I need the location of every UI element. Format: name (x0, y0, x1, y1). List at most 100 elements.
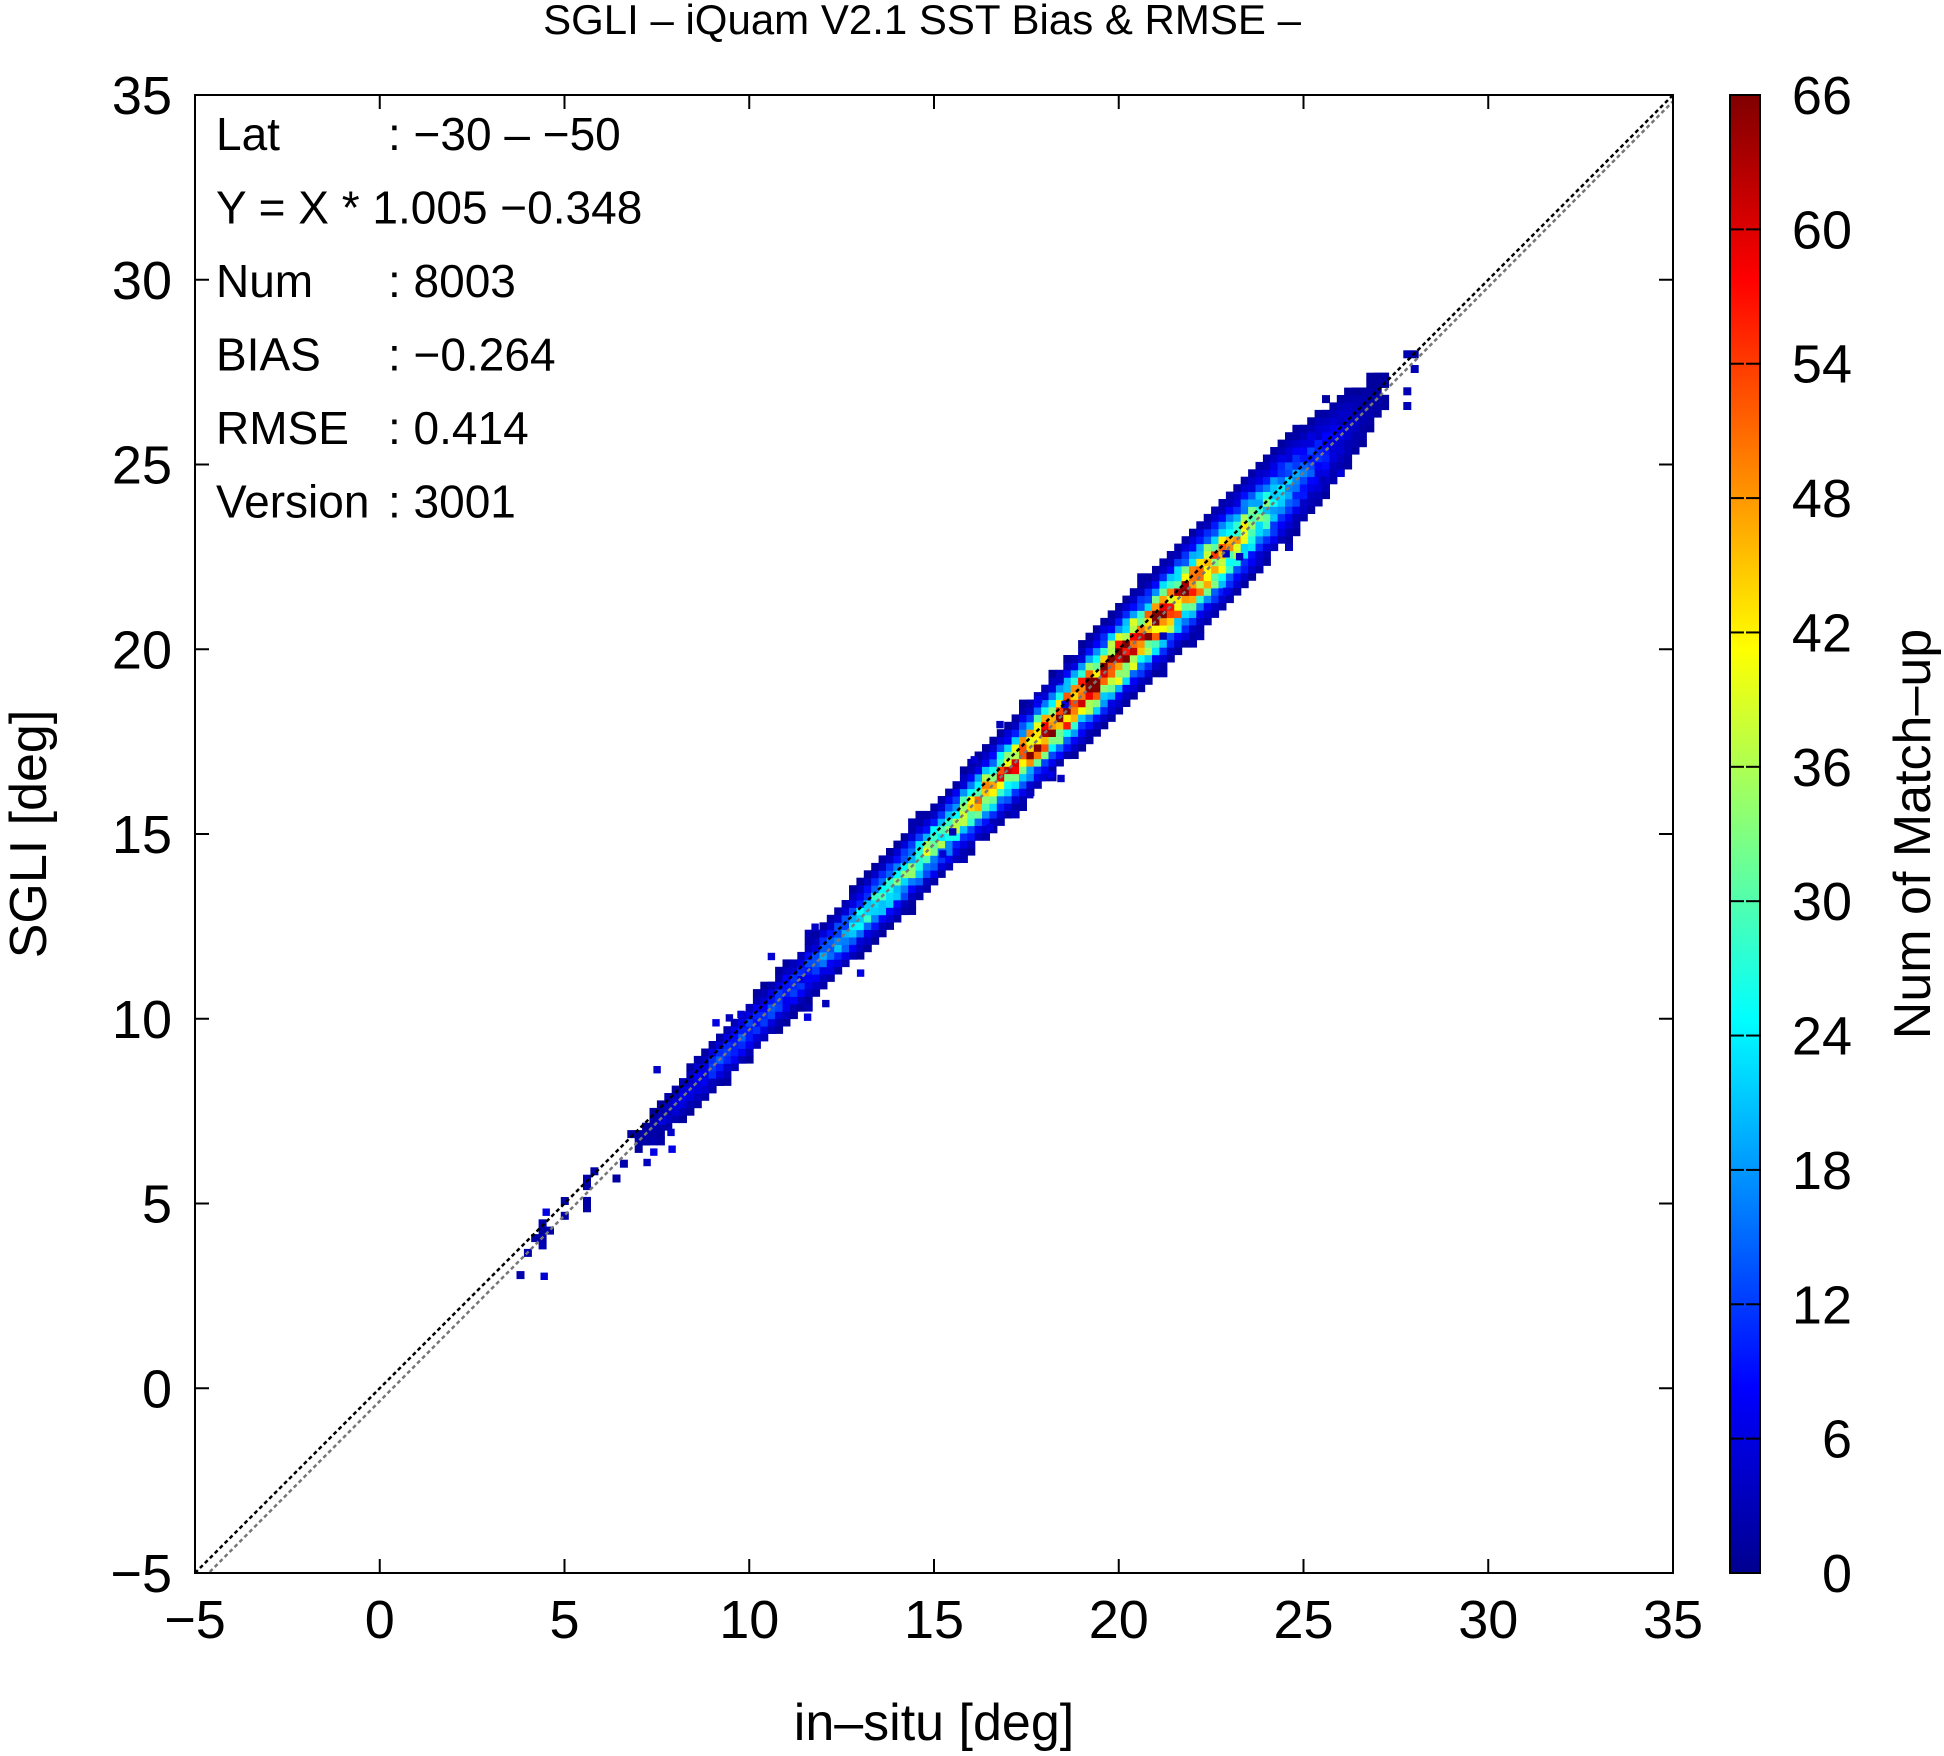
density-cell (1004, 773, 1013, 782)
density-cell (642, 1122, 651, 1131)
density-cell (1196, 550, 1205, 559)
density-cell (834, 914, 843, 923)
density-cell (693, 1092, 702, 1101)
density-cell (1055, 728, 1064, 737)
density-cell (819, 944, 828, 953)
density-cell (1222, 550, 1230, 558)
density-cell (1174, 639, 1183, 648)
density-cell (1329, 432, 1338, 440)
density-cell (804, 996, 813, 1005)
density-cell (538, 1226, 547, 1235)
x-tick-label: −5 (164, 1590, 226, 1650)
density-cell (1181, 639, 1190, 648)
density-cell (1277, 469, 1286, 478)
colorbar (1729, 94, 1761, 1574)
density-cell (797, 981, 806, 990)
density-cell (1078, 662, 1087, 671)
density-cell (856, 936, 865, 945)
stats-value: : −30 – −50 (388, 108, 621, 160)
density-cell (1092, 625, 1101, 634)
density-cell (967, 766, 976, 775)
density-cell (1307, 476, 1316, 485)
density-cell (664, 1115, 673, 1124)
density-cell (1307, 417, 1316, 426)
density-cell (849, 885, 857, 894)
density-cell (712, 1019, 720, 1027)
density-cell (1011, 788, 1020, 797)
density-cell (922, 840, 931, 849)
density-cell (1248, 491, 1257, 500)
density-cell (871, 862, 880, 871)
density-cell (1292, 513, 1301, 522)
density-cell (922, 810, 931, 819)
density-cell (583, 1196, 591, 1205)
density-cell (1233, 506, 1242, 515)
density-cell (1033, 751, 1042, 760)
colorbar-tick-label: 6 (1822, 1410, 1852, 1470)
density-cell (1041, 706, 1050, 715)
density-cell (1129, 625, 1138, 634)
density-cell (1255, 543, 1264, 552)
density-cell (752, 1033, 761, 1042)
density-cell (996, 788, 1005, 797)
density-cell (804, 1003, 813, 1012)
density-cell (1196, 595, 1205, 604)
density-cell (1218, 499, 1227, 507)
density-cell (1255, 469, 1264, 478)
density-cell (1322, 432, 1330, 440)
density-cell (834, 959, 843, 968)
density-cell (804, 944, 813, 953)
density-cell (893, 855, 902, 864)
density-cell (745, 1055, 754, 1064)
density-cell (1137, 573, 1146, 582)
density-cell (996, 803, 1005, 812)
density-cell (583, 1204, 591, 1213)
density-cell (1063, 728, 1072, 737)
density-cell (686, 1092, 695, 1101)
density-cell (967, 840, 976, 849)
density-cell (1299, 506, 1308, 514)
density-cell (1211, 521, 1220, 530)
density-cell (937, 803, 946, 812)
density-cell (1211, 550, 1220, 559)
density-cell (871, 892, 880, 901)
density-cell (819, 981, 828, 990)
density-cell (1026, 758, 1035, 767)
density-cell (974, 825, 983, 834)
density-cell (1166, 624, 1175, 633)
density-cell (886, 892, 894, 901)
density-cell (886, 848, 894, 856)
density-cell (1322, 483, 1330, 492)
density-cell (1307, 446, 1316, 455)
density-cell (1314, 409, 1323, 418)
density-cell (723, 1041, 732, 1049)
density-cell (856, 885, 865, 894)
density-cell (1166, 610, 1175, 619)
density-cell (1034, 696, 1043, 704)
density-cell (707, 1080, 716, 1088)
density-cell (1004, 780, 1013, 789)
density-cell (1100, 632, 1109, 641)
density-cell (908, 855, 917, 864)
density-cell (915, 833, 924, 842)
density-cell (1233, 565, 1242, 574)
density-cell (664, 1107, 673, 1116)
density-cell (1041, 758, 1050, 767)
density-cell (1299, 439, 1308, 448)
density-cell (974, 832, 983, 841)
density-cell (716, 1048, 724, 1057)
density-cell (789, 1011, 798, 1020)
density-cell (538, 1219, 547, 1228)
density-cell (1211, 506, 1220, 515)
density-cell (908, 833, 917, 842)
density-cell (1078, 654, 1087, 663)
density-cell (812, 951, 821, 960)
density-cell (1159, 661, 1168, 670)
density-cell (989, 773, 998, 782)
density-cell (856, 969, 865, 977)
density-cell (1144, 588, 1153, 597)
density-cell (1063, 743, 1072, 752)
density-cell (804, 929, 813, 938)
density-cell (1174, 602, 1183, 611)
density-cell (1019, 721, 1027, 730)
